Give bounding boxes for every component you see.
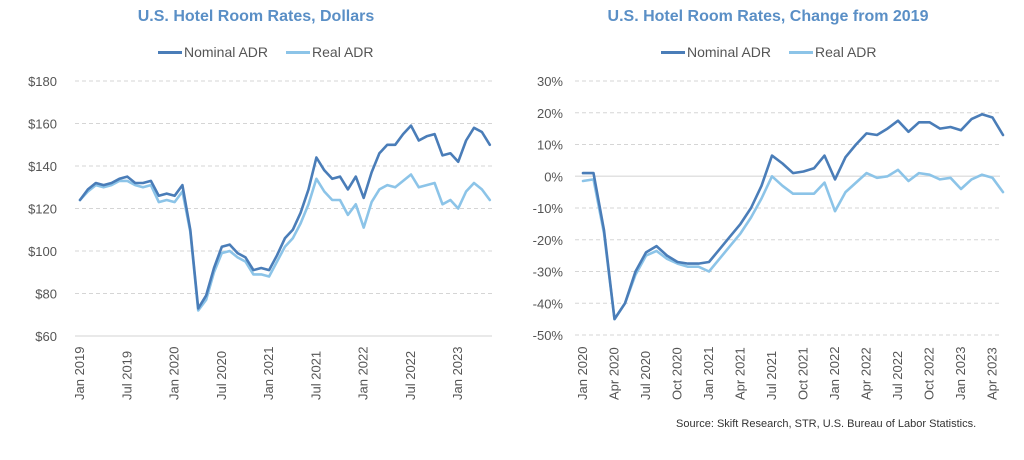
left-x-tick-label: Jul 2022	[403, 351, 418, 400]
legend-label: Real ADR	[815, 44, 877, 60]
right-x-tick-label: Apr 2020	[607, 347, 622, 400]
right-x-tick-label: Jan 2022	[827, 347, 842, 401]
legend-item-nominal: Nominal ADR	[661, 44, 771, 60]
right-y-tick-label: 0%	[544, 169, 563, 184]
left-x-tick-label: Jul 2020	[214, 351, 229, 400]
left-chart-legend: Nominal ADR Real ADR	[158, 44, 374, 60]
right-chart-legend: Nominal ADR Real ADR	[661, 44, 877, 60]
left-y-tick-label: $100	[28, 244, 57, 259]
left-x-tick-label: Jan 2019	[72, 347, 87, 401]
left-x-tick-label: Jul 2019	[119, 351, 134, 400]
left-x-tick-label: Jan 2021	[261, 347, 276, 401]
right-x-tick-label: Jul 2021	[764, 351, 779, 400]
right-x-tick-label: Jan 2020	[575, 347, 590, 401]
right-x-tick-label: Oct 2022	[922, 347, 937, 400]
right-x-tick-label: Apr 2021	[733, 347, 748, 400]
left-y-tick-label: $180	[28, 74, 57, 89]
legend-item-real: Real ADR	[286, 44, 374, 60]
right-x-tick-label: Jul 2020	[638, 351, 653, 400]
left-x-tick-label: Jan 2020	[167, 347, 182, 401]
left-x-tick-label: Jan 2023	[450, 347, 465, 401]
left-y-tick-label: $120	[28, 202, 57, 217]
left-y-tick-label: $80	[35, 287, 57, 302]
legend-label: Nominal ADR	[184, 44, 269, 60]
legend-swatch-real	[286, 50, 311, 54]
right-x-tick-label: Oct 2021	[796, 347, 811, 400]
right-x-tick-label: Jan 2023	[953, 347, 968, 401]
legend-swatch-nominal	[158, 50, 182, 54]
legend-item-nominal: Nominal ADR	[158, 44, 268, 60]
right-x-tick-label: Apr 2023	[985, 347, 1000, 400]
right-y-tick-label: 10%	[537, 138, 563, 153]
left-chart-title: U.S. Hotel Room Rates, Dollars	[137, 8, 375, 25]
right-x-tick-label: Jan 2021	[701, 347, 716, 401]
left-y-tick-label: $140	[28, 159, 57, 174]
left-x-tick-label: Jan 2022	[356, 347, 371, 401]
left-series-nominal-adr	[78, 124, 492, 310]
right-y-tick-label: -20%	[533, 233, 564, 248]
right-y-tick-label: 20%	[537, 106, 563, 121]
right-x-tick-label: Apr 2022	[859, 347, 874, 400]
legend-label: Real ADR	[312, 44, 374, 60]
source-note: Source: Skift Research, STR, U.S. Bureau…	[676, 418, 977, 430]
right-x-tick-label: Jul 2022	[890, 351, 905, 400]
legend-label: Nominal ADR	[687, 44, 772, 60]
left-x-tick-label: Jul 2021	[308, 351, 323, 400]
right-y-tick-label: -10%	[533, 201, 564, 216]
left-y-tick-label: $160	[28, 117, 57, 132]
legend-swatch-real	[789, 50, 814, 54]
right-y-tick-label: -40%	[533, 296, 564, 311]
legend-item-real: Real ADR	[789, 44, 877, 60]
right-chart-title: U.S. Hotel Room Rates, Change from 2019	[607, 8, 929, 25]
right-y-tick-label: -30%	[533, 265, 564, 280]
right-x-tick-label: Oct 2020	[670, 347, 685, 400]
left-series-real-adr	[78, 173, 492, 312]
right-y-tick-label: -50%	[533, 328, 564, 343]
left-y-tick-label: $60	[35, 329, 57, 344]
right-series-nominal-adr	[581, 113, 1005, 321]
legend-swatch-nominal	[661, 50, 685, 54]
right-y-tick-label: 30%	[537, 74, 563, 89]
right-series-real-adr	[581, 168, 1005, 321]
